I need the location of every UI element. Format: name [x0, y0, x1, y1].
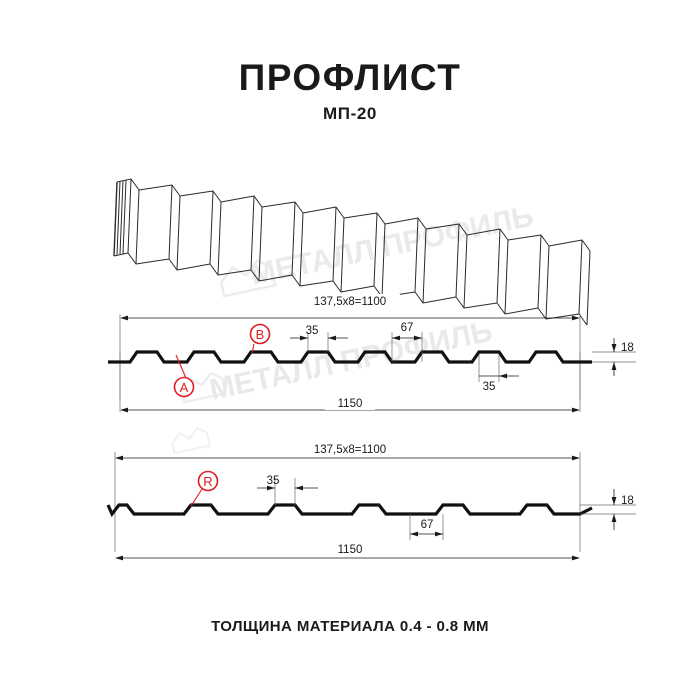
front-rib-bottom-dimension: 67: [391, 322, 423, 362]
front-bottom-dimension-label: 1150: [338, 398, 363, 410]
marker-r: R: [190, 470, 219, 507]
reverse-rib-top-dimension: 35: [257, 475, 318, 505]
reverse-bottom-dimension: 1150: [115, 542, 580, 561]
isometric-profile-illustration: [113, 178, 591, 326]
front-height-dimension: 18: [592, 338, 636, 376]
watermark-logo-icon: [219, 258, 277, 298]
reverse-rib-bottom-label: 67: [421, 519, 434, 531]
watermark-logo-icon: [180, 371, 227, 404]
front-rib-bottom-label: 67: [401, 322, 414, 334]
reverse-height-dimension: 18: [580, 489, 636, 530]
page-title: ПРОФЛИСТ: [238, 57, 462, 98]
reverse-rib-top-label: 35: [267, 475, 280, 487]
reverse-bottom-dimension-label: 1150: [338, 544, 363, 556]
marker-b: B: [249, 323, 271, 354]
front-top-dimension: 137,5x8=1100: [120, 294, 580, 321]
reverse-view-group: 137,5x8=1100 1150 35: [106, 442, 636, 561]
front-top-dimension-label: 137,5x8=1100: [314, 296, 386, 308]
model-subtitle: МП-20: [323, 104, 377, 123]
marker-b-label: B: [256, 327, 265, 342]
marker-a: A: [173, 354, 195, 398]
marker-r-label: R: [203, 474, 212, 489]
front-height-label: 18: [621, 342, 634, 354]
front-rib-top-dimension: 35: [290, 325, 348, 352]
front-rib-lower-label: 35: [483, 381, 496, 393]
watermark-reverse-view: [171, 426, 211, 455]
reverse-rib-bottom-dimension: 67: [409, 514, 444, 540]
reverse-top-dimension-label: 137,5x8=1100: [314, 444, 386, 456]
front-profile-outline: [108, 350, 592, 364]
watermark-label: МЕТАЛЛ ПРОФИЛЬ: [248, 200, 537, 292]
reverse-top-dimension: 137,5x8=1100: [115, 442, 580, 461]
front-rib-top-label: 35: [306, 325, 319, 337]
front-view-group: 137,5x8=1100 1150 35: [108, 294, 636, 413]
reverse-profile-outline: [106, 503, 593, 518]
marker-a-label: A: [180, 380, 189, 395]
reverse-extension-lines: [114, 452, 581, 552]
material-thickness-caption: ТОЛЩИНА МАТЕРИАЛА 0.4 - 0.8 ММ: [211, 618, 489, 635]
front-bottom-dimension: 1150: [120, 396, 580, 413]
reverse-height-label: 18: [621, 495, 634, 507]
front-rib-lower-dimension: 35: [478, 354, 519, 393]
watermark-logo-icon: [171, 426, 211, 455]
